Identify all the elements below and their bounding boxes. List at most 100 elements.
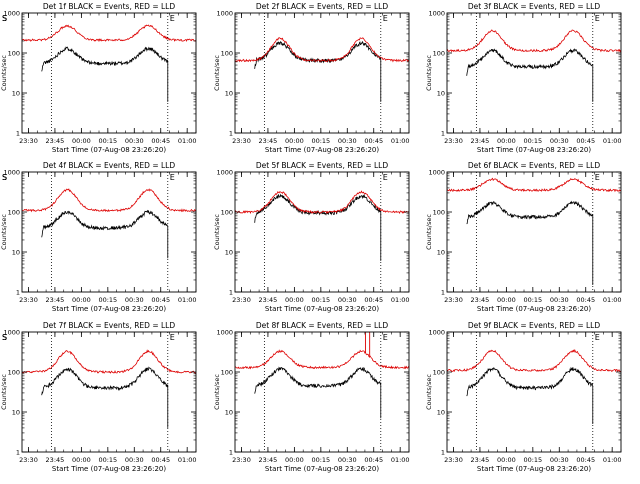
plot-frame — [21, 331, 197, 453]
x-tick-label: 00:00 — [72, 137, 91, 145]
x-tick-label: 00:15 — [98, 137, 117, 145]
y-tick-label: 1 — [441, 289, 445, 297]
y-tick-label: 10 — [225, 409, 233, 417]
x-axis-label: Start Time (07-Aug-08 23:26:20) — [265, 146, 379, 154]
marker-label-s: S — [2, 14, 7, 23]
x-tick-label: 00:00 — [285, 296, 304, 304]
x-tick-label: 01:00 — [603, 296, 622, 304]
marker-label-s: S — [2, 333, 7, 342]
plot-area — [447, 29, 621, 102]
y-axis-label: Counts/sec — [213, 55, 221, 91]
y-axis-label: Counts/sec — [0, 214, 8, 250]
series-events-line — [466, 48, 594, 102]
x-tick-label: 23:45 — [471, 456, 490, 464]
y-tick-label: 100 — [8, 369, 20, 377]
x-tick-label: 00:45 — [576, 296, 595, 304]
x-tick-label: 00:30 — [125, 456, 144, 464]
marker-label-e: E — [170, 333, 175, 342]
x-tick-label: 00:45 — [364, 456, 383, 464]
panel-2: Det 2f BLACK = Events, RED = LLD Counts/s… — [2, 2, 410, 154]
plot-frame — [21, 171, 197, 293]
x-tick-label: 23:30 — [232, 296, 251, 304]
series-events-line — [466, 366, 594, 425]
series-lld-line — [235, 349, 409, 370]
marker-label-s: S — [2, 14, 7, 23]
x-tick-label: 00:45 — [151, 137, 170, 145]
marker-label-e: E — [170, 14, 175, 23]
x-tick-label: 01:00 — [391, 456, 410, 464]
marker-label-e: E — [383, 173, 388, 182]
y-tick-label: 100 — [433, 209, 445, 217]
y-tick-label: 100 — [221, 209, 233, 217]
x-tick-label: 23:30 — [444, 456, 463, 464]
marker-label-s: S — [2, 173, 7, 182]
panel-title: Det 6f BLACK = Events, RED = LLD — [468, 161, 601, 170]
x-tick-label: 00:30 — [338, 296, 357, 304]
series-events-line — [466, 200, 594, 285]
y-tick-label: 1000 — [3, 169, 20, 177]
x-tick-label: 01:00 — [178, 137, 197, 145]
marker-label-e: E — [383, 14, 388, 23]
series-events-line — [41, 46, 169, 102]
x-tick-label: 00:15 — [523, 296, 542, 304]
x-tick-label: 00:00 — [497, 137, 516, 145]
marker-label-e: E — [595, 173, 600, 182]
plot-frame — [446, 12, 622, 134]
plot-frame — [234, 171, 410, 293]
plot-area — [235, 37, 409, 102]
plot-frame — [446, 331, 622, 453]
y-tick-label: 10 — [437, 90, 445, 98]
x-tick-label: 00:15 — [311, 137, 330, 145]
y-tick-label: 100 — [221, 50, 233, 58]
x-tick-label: 00:45 — [151, 296, 170, 304]
x-tick-label: 23:30 — [19, 137, 38, 145]
series-lld-line — [235, 190, 409, 214]
x-tick-label: 00:15 — [523, 137, 542, 145]
x-tick-label: 00:15 — [311, 456, 330, 464]
y-tick-label: 10 — [437, 249, 445, 257]
x-tick-label: 00:30 — [550, 296, 569, 304]
y-tick-label: 1000 — [428, 10, 445, 18]
x-tick-label: 23:45 — [259, 137, 278, 145]
x-tick-label: 00:00 — [72, 456, 91, 464]
x-axis-label: Start Time (07-Aug-08 23:26:20) — [477, 305, 591, 313]
y-tick-label: 10 — [12, 90, 20, 98]
series-events-line — [41, 209, 169, 259]
x-tick-label: 00:30 — [550, 137, 569, 145]
marker-label-s: S — [2, 173, 7, 182]
x-tick-label: 01:00 — [178, 296, 197, 304]
y-tick-label: 10 — [225, 249, 233, 257]
y-tick-label: 1000 — [216, 329, 233, 337]
y-tick-label: 1000 — [428, 169, 445, 177]
x-tick-label: 23:30 — [444, 137, 463, 145]
marker-label-e: E — [383, 333, 388, 342]
y-tick-label: 1000 — [428, 329, 445, 337]
x-axis-label: Start Time (07-Aug-08 23:26:20) — [477, 146, 591, 154]
x-tick-label: 23:45 — [259, 296, 278, 304]
y-tick-label: 100 — [221, 369, 233, 377]
y-tick-label: 1000 — [3, 10, 20, 18]
y-tick-label: 1000 — [3, 329, 20, 337]
x-tick-label: 23:45 — [46, 296, 65, 304]
marker-label-s: S — [2, 14, 7, 23]
plot-frame — [234, 12, 410, 134]
x-tick-label: 23:30 — [19, 456, 38, 464]
y-tick-label: 10 — [437, 409, 445, 417]
y-tick-label: 1 — [16, 289, 20, 297]
x-tick-label: 23:30 — [444, 296, 463, 304]
plot-area — [22, 24, 196, 102]
x-axis-label: Start Time (07-Aug-08 23:26:20) — [265, 305, 379, 313]
panel-title: Det 9f BLACK = Events, RED = LLD — [468, 321, 601, 330]
y-tick-label: 100 — [433, 369, 445, 377]
panel-4: Det 4f BLACK = Events, RED = LLD Counts/s… — [0, 161, 197, 313]
x-tick-label: 23:45 — [46, 456, 65, 464]
y-tick-label: 1 — [229, 449, 233, 457]
y-axis-label: Counts/sec — [425, 374, 433, 410]
y-axis-label: Counts/sec — [425, 55, 433, 91]
series-lld-spike — [364, 332, 371, 357]
marker-label-e: E — [170, 173, 175, 182]
x-axis-label: Start Time (07-Aug-08 23:26:20) — [477, 465, 591, 473]
y-tick-label: 10 — [12, 249, 20, 257]
x-tick-label: 00:45 — [364, 137, 383, 145]
